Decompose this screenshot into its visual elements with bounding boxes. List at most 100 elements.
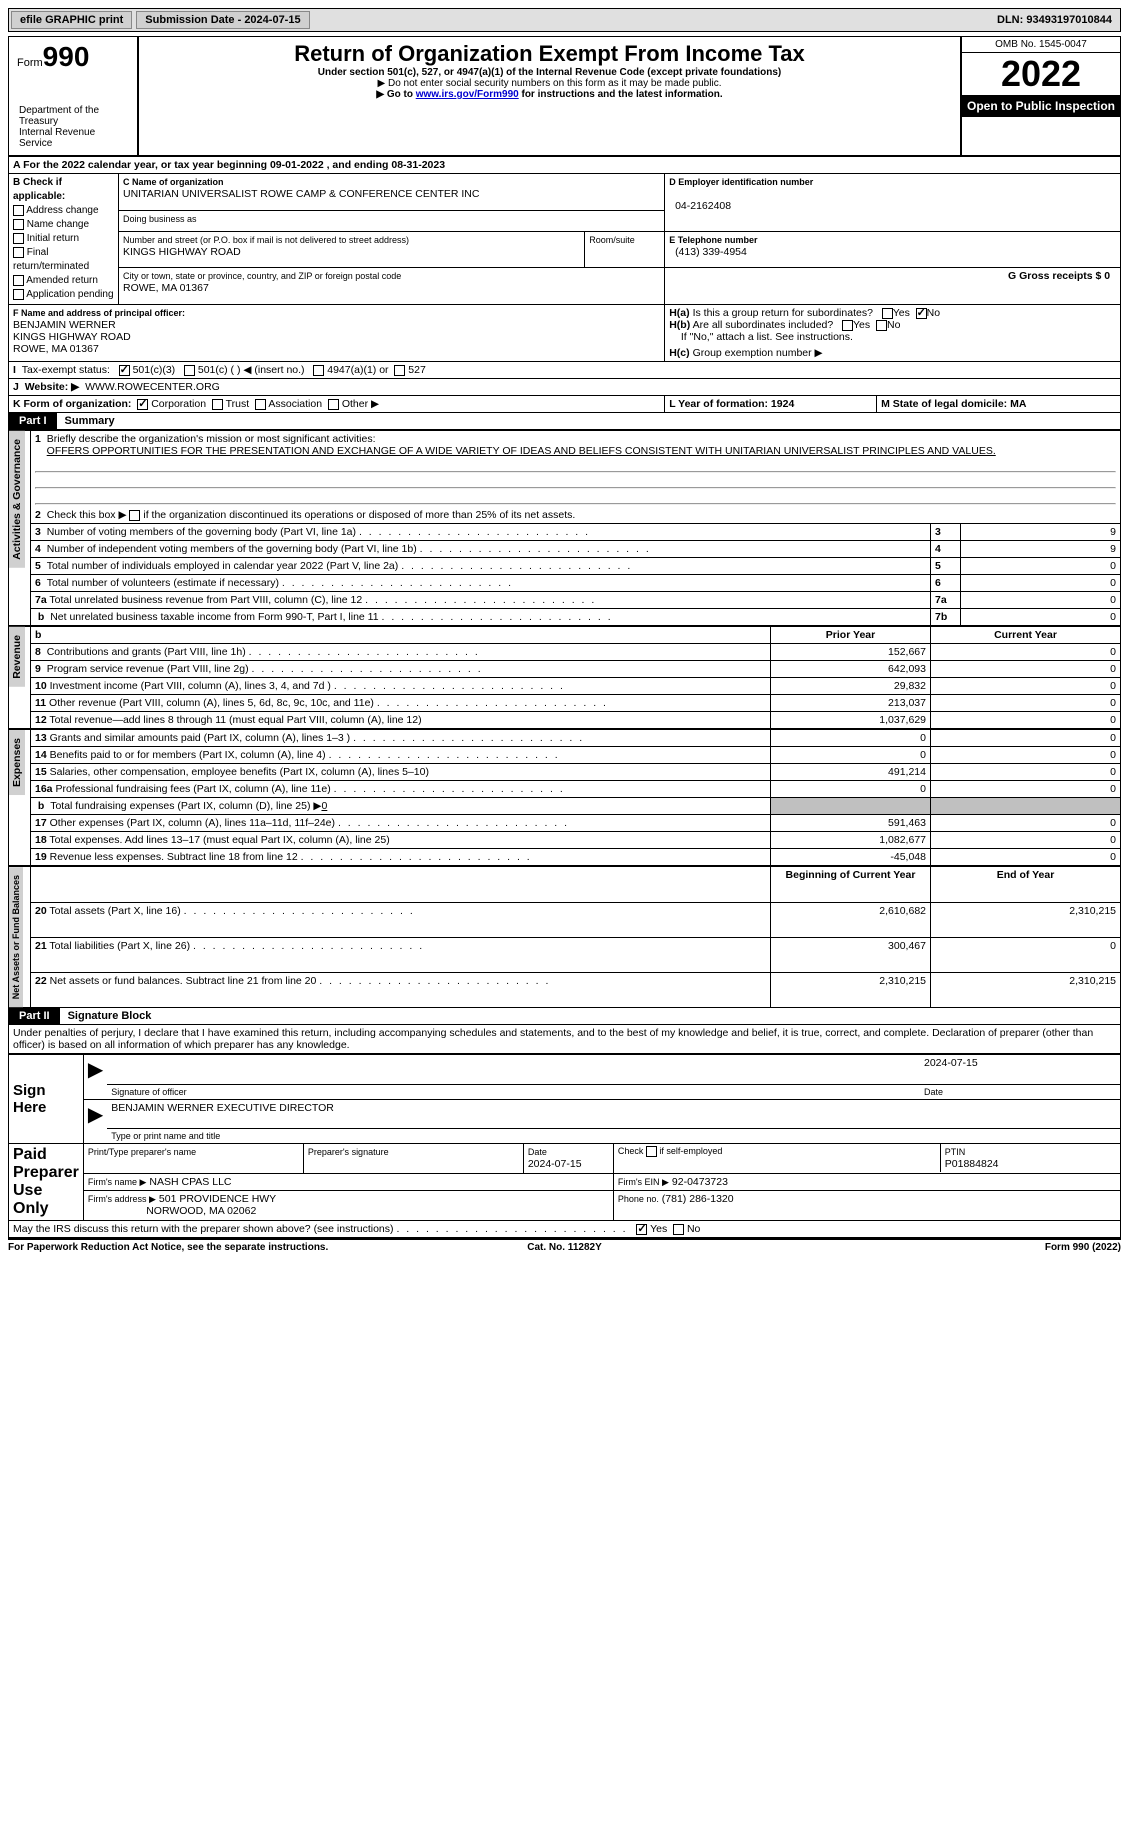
line8-text: Contributions and grants (Part VIII, lin…: [47, 646, 246, 658]
firm-city: NORWOOD, MA 02062: [146, 1205, 256, 1217]
other-checkbox[interactable]: [328, 399, 339, 410]
goto-post: for instructions and the latest informat…: [519, 89, 723, 100]
street-addr: KINGS HIGHWAY ROAD: [123, 246, 241, 258]
line16a-prior: 0: [771, 781, 931, 798]
amended-return-checkbox[interactable]: [13, 275, 24, 286]
ha-no-checkbox[interactable]: [916, 308, 927, 319]
irs-link[interactable]: www.irs.gov/Form990: [416, 89, 519, 100]
final-return-checkbox[interactable]: [13, 247, 24, 258]
prep-date: 2024-07-15: [528, 1158, 582, 1170]
page-footer: For Paperwork Reduction Act Notice, see …: [8, 1240, 1121, 1255]
f-officer-label: F Name and address of principal officer:: [13, 308, 185, 318]
address-change-checkbox[interactable]: [13, 205, 24, 216]
tax-year: 2022: [962, 53, 1120, 95]
line21-curr: 0: [931, 937, 1121, 972]
line12-curr: 0: [931, 712, 1121, 730]
addr-label: Number and street (or P.O. box if mail i…: [123, 235, 409, 245]
discuss-no-checkbox[interactable]: [673, 1224, 684, 1235]
assoc-checkbox[interactable]: [255, 399, 266, 410]
line9-curr: 0: [931, 661, 1121, 678]
rev-sidebar: Revenue: [9, 627, 25, 687]
line20-prior: 2,610,682: [771, 902, 931, 937]
line15-prior: 491,214: [771, 764, 931, 781]
net-sidebar: Net Assets or Fund Balances: [9, 867, 23, 1007]
goto-pre: ▶ Go to: [376, 89, 415, 100]
form-number: 990: [43, 41, 90, 72]
line6-text: Total number of volunteers (estimate if …: [47, 577, 279, 589]
line8-prior: 152,667: [771, 644, 931, 661]
line22-curr: 2,310,215: [931, 973, 1121, 1008]
declaration-text: Under penalties of perjury, I declare th…: [8, 1025, 1121, 1054]
4947-checkbox[interactable]: [313, 365, 324, 376]
discuss-yes-checkbox[interactable]: [636, 1224, 647, 1235]
ha-yes-checkbox[interactable]: [882, 308, 893, 319]
line16a-text: Professional fundraising fees (Part IX, …: [55, 783, 330, 795]
corp-checkbox[interactable]: [137, 399, 148, 410]
line18-curr: 0: [931, 832, 1121, 849]
line22-prior: 2,310,215: [771, 973, 931, 1008]
discontinued-checkbox[interactable]: [129, 510, 140, 521]
officer-name: BENJAMIN WERNER: [13, 319, 116, 331]
name-change-checkbox[interactable]: [13, 219, 24, 230]
type-name-label: Type or print name and title: [107, 1129, 1120, 1144]
prep-name-label: Print/Type preparer's name: [88, 1147, 196, 1157]
ha-question: Is this a group return for subordinates?: [693, 307, 873, 319]
line-b-val: 0: [321, 800, 327, 812]
efile-print-button[interactable]: efile GRAPHIC print: [11, 11, 132, 29]
e-phone-label: E Telephone number: [669, 235, 757, 245]
line20-curr: 2,310,215: [931, 902, 1121, 937]
line15-text: Salaries, other compensation, employee b…: [50, 766, 429, 778]
line18-text: Total expenses. Add lines 13–17 (must eq…: [49, 834, 389, 846]
c-name-label: C Name of organization: [123, 177, 224, 187]
trust-checkbox[interactable]: [212, 399, 223, 410]
line19-prior: -45,048: [771, 849, 931, 867]
firm-phone-label: Phone no.: [618, 1194, 659, 1204]
k-form-org-label: K Form of organization:: [13, 398, 131, 410]
application-pending-checkbox[interactable]: [13, 289, 24, 300]
part1-header: Part ISummary: [8, 413, 1121, 430]
ptin-value: P01884824: [945, 1158, 999, 1170]
discuss-text: May the IRS discuss this return with the…: [13, 1223, 394, 1235]
open-inspection: Open to Public Inspection: [962, 95, 1120, 117]
line10-text: Investment income (Part VIII, column (A)…: [50, 680, 331, 692]
submission-date-button[interactable]: Submission Date - 2024-07-15: [136, 11, 309, 29]
checkbox-column-b: B Check if applicable: Address change Na…: [9, 174, 119, 305]
signature-table: Sign Here ▶2024-07-15 Signature of offic…: [8, 1054, 1121, 1238]
initial-return-checkbox[interactable]: [13, 233, 24, 244]
sig-date: 2024-07-15: [920, 1055, 1120, 1084]
phone-value: (413) 339-4954: [675, 246, 747, 258]
hb-no-checkbox[interactable]: [876, 320, 887, 331]
firm-addr: 501 PROVIDENCE HWY: [159, 1193, 276, 1205]
firm-addr-label: Firm's address ▶: [88, 1194, 156, 1204]
527-checkbox[interactable]: [394, 365, 405, 376]
m-state-domicile: M State of legal domicile: MA: [881, 398, 1026, 410]
date-label: Date: [920, 1084, 1120, 1099]
501c3-checkbox[interactable]: [119, 365, 130, 376]
hb-yes-checkbox[interactable]: [842, 320, 853, 331]
topbar: efile GRAPHIC print Submission Date - 20…: [8, 8, 1121, 32]
dept-treasury: Department of the Treasury Internal Reve…: [17, 103, 129, 151]
omb-number: OMB No. 1545-0047: [962, 37, 1120, 53]
part1-table: Activities & Governance 1 Briefly descri…: [8, 430, 1121, 1008]
d-ein-label: D Employer identification number: [669, 177, 813, 187]
current-year-header: Current Year: [931, 626, 1121, 644]
firm-name-label: Firm's name ▶: [88, 1177, 147, 1187]
officer-printed-name: BENJAMIN WERNER EXECUTIVE DIRECTOR: [107, 1100, 1120, 1129]
ein-value: 04-2162408: [675, 200, 731, 212]
line15-curr: 0: [931, 764, 1121, 781]
line18-prior: 1,082,677: [771, 832, 931, 849]
form-title: Return of Organization Exempt From Incom…: [143, 41, 956, 67]
website-url: WWW.ROWECENTER.ORG: [85, 381, 220, 393]
paid-preparer-label: Paid Preparer Use Only: [9, 1144, 84, 1221]
line17-text: Other expenses (Part IX, column (A), lin…: [50, 817, 335, 829]
ptin-label: PTIN: [945, 1147, 966, 1157]
gov-sidebar: Activities & Governance: [9, 431, 25, 568]
line17-curr: 0: [931, 815, 1121, 832]
room-label: Room/suite: [589, 235, 635, 245]
line10-prior: 29,832: [771, 678, 931, 695]
line9-prior: 642,093: [771, 661, 931, 678]
501c-checkbox[interactable]: [184, 365, 195, 376]
line20-text: Total assets (Part X, line 16): [49, 905, 180, 917]
line6-val: 0: [961, 575, 1121, 592]
self-employed-checkbox[interactable]: [646, 1146, 657, 1157]
